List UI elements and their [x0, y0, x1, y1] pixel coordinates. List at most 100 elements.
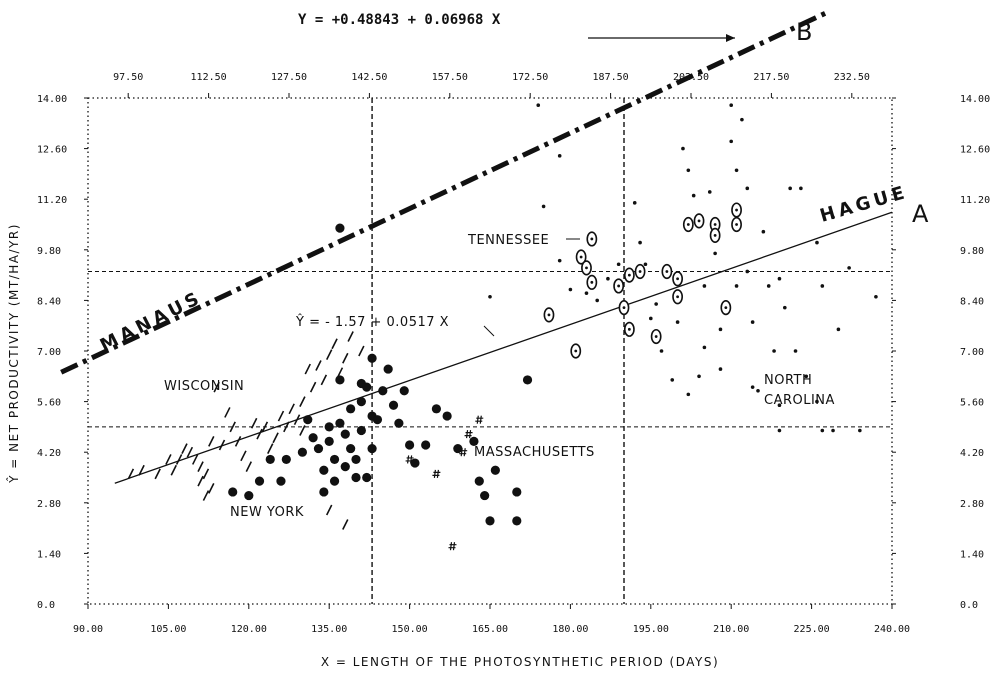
point-north-carolina — [702, 284, 707, 288]
x-tick-label-top: 97.50 — [113, 72, 143, 83]
point-new-york — [474, 476, 484, 486]
point-new-york — [319, 487, 329, 497]
plot-frame — [87, 97, 893, 605]
point-wisconsin — [325, 349, 333, 360]
x-tick-label-bottom: 210.00 — [713, 624, 749, 635]
point-new-york — [490, 465, 500, 475]
point-north-carolina — [734, 284, 739, 288]
point-north-carolina — [820, 284, 825, 288]
regression-lines — [60, 9, 893, 484]
point-new-york — [340, 429, 350, 439]
x-tick-label-bottom: 165.00 — [472, 624, 508, 635]
point-new-york — [421, 440, 431, 450]
point-north-carolina — [815, 240, 819, 245]
point-north-carolina — [488, 294, 492, 299]
point-wisconsin — [224, 407, 231, 418]
point-center-tennessee — [627, 273, 631, 277]
x-tick-label-bottom: 120.00 — [231, 624, 267, 635]
point-wisconsin — [202, 468, 210, 480]
point-center-tennessee — [590, 237, 594, 241]
point-new-york — [431, 404, 441, 414]
point-wisconsin — [283, 421, 290, 433]
point-center-tennessee — [665, 270, 669, 273]
point-wisconsin — [358, 345, 365, 357]
point-north-carolina — [681, 146, 685, 151]
y-tick-label-right: 14.00 — [960, 94, 990, 105]
point-center-tennessee — [713, 223, 717, 226]
point-new-york — [351, 454, 361, 465]
point-center-tennessee — [579, 255, 583, 259]
point-new-york — [335, 375, 345, 385]
point-wisconsin — [304, 363, 311, 375]
point-new-york — [367, 353, 377, 363]
grid-lines — [88, 98, 892, 604]
point-wisconsin — [202, 490, 210, 501]
point-new-york — [303, 415, 313, 425]
point-massachusetts — [448, 542, 457, 551]
point-north-carolina — [675, 320, 680, 324]
point-new-york — [356, 397, 366, 407]
point-north-carolina — [718, 367, 723, 371]
y-tick-label-right: 5.60 — [960, 398, 984, 409]
point-new-york — [244, 490, 254, 501]
point-north-carolina — [729, 139, 733, 144]
point-wisconsin — [325, 504, 333, 516]
x-tick-label-top: 187.50 — [593, 72, 629, 83]
point-new-york — [442, 411, 452, 421]
x-tick-label-top: 232.50 — [834, 72, 870, 83]
y-tick-label-right: 8.40 — [960, 296, 984, 307]
x-tick-label-bottom: 135.00 — [311, 624, 347, 635]
point-north-carolina — [616, 262, 621, 267]
point-wisconsin — [165, 454, 172, 465]
point-center-tennessee — [697, 219, 701, 223]
point-north-carolina — [756, 388, 760, 393]
point-center-tennessee — [686, 223, 690, 226]
point-north-carolina — [777, 276, 782, 281]
x-tick-label-bottom: 105.00 — [150, 624, 186, 635]
point-center-tennessee — [638, 270, 642, 273]
y-tick-label-left: 5.60 — [37, 398, 61, 409]
point-wisconsin — [277, 410, 285, 422]
x-tick-label-bottom: 180.00 — [552, 624, 588, 635]
label-carolina: CAROLINA — [764, 393, 835, 408]
point-massachusetts — [475, 415, 484, 424]
point-new-york — [362, 382, 372, 392]
point-north-carolina — [793, 349, 798, 353]
point-wisconsin — [208, 435, 215, 447]
point-new-york — [265, 454, 275, 465]
point-north-carolina — [568, 287, 573, 292]
point-north-carolina — [777, 428, 782, 433]
point-center-tennessee — [585, 266, 588, 270]
point-new-york — [281, 454, 291, 465]
point-new-york — [276, 476, 286, 486]
label-new-york: NEW YORK — [230, 505, 304, 520]
point-new-york — [512, 516, 522, 526]
point-north-carolina — [713, 251, 717, 256]
point-massachusetts — [405, 455, 414, 464]
label-massachusetts: MASSACHUSETTS — [474, 445, 595, 460]
axis-ticks: 90.00 105.00 120.00 135.00 150.00 165.00 180.0… — [37, 72, 990, 635]
x-tick-label-bottom: 240.00 — [874, 624, 910, 635]
point-north-carolina — [707, 190, 712, 194]
point-center-tennessee — [724, 306, 728, 310]
point-north-carolina — [788, 186, 792, 191]
point-wisconsin — [127, 468, 135, 480]
point-wisconsin — [240, 450, 247, 462]
point-new-york — [394, 418, 404, 428]
point-wisconsin — [181, 443, 188, 454]
label-wisconsin: WISCONSIN — [164, 379, 244, 394]
point-center-tennessee — [622, 306, 626, 310]
point-wisconsin — [272, 432, 279, 444]
y-tick-label-left: 14.00 — [37, 94, 67, 105]
point-new-york — [329, 454, 340, 465]
point-wisconsin — [154, 468, 161, 480]
point-north-carolina — [761, 229, 766, 234]
x-tick-label-top: 172.50 — [512, 72, 548, 83]
point-north-carolina — [536, 103, 541, 108]
y-tick-label-right: 1.40 — [960, 549, 984, 560]
top-equation: Y = +0.48843 + 0.06968 X — [298, 12, 501, 28]
point-new-york — [410, 458, 420, 468]
point-north-carolina — [836, 327, 841, 332]
point-north-carolina — [777, 403, 782, 408]
point-north-carolina — [745, 186, 750, 191]
